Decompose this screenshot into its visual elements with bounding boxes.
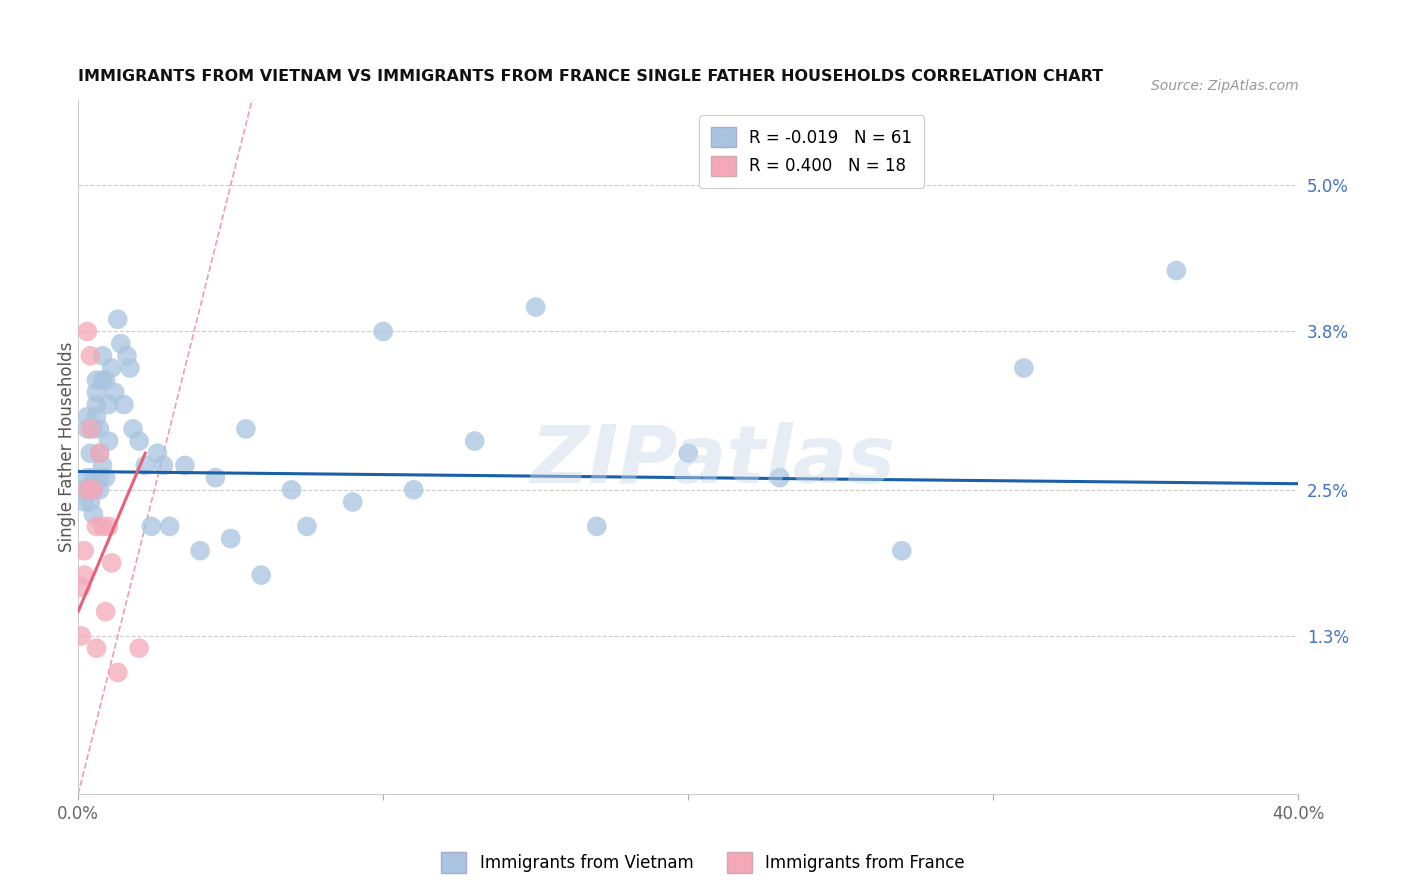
Point: [79, 349, 101, 363]
Point: [110, 336, 132, 351]
Point: [89, 446, 111, 460]
Point: [152, 458, 174, 473]
Point: [188, 543, 211, 558]
Text: ZIPatlas: ZIPatlas: [530, 422, 896, 500]
Point: [250, 568, 273, 582]
Point: [86, 385, 108, 400]
Point: [79, 446, 101, 460]
Point: [86, 409, 108, 424]
Point: [97, 519, 120, 533]
Point: [107, 312, 129, 326]
Point: [173, 458, 195, 473]
Point: [82, 422, 104, 436]
Point: [73, 568, 96, 582]
Point: [890, 543, 912, 558]
Point: [76, 325, 98, 339]
Point: [104, 385, 127, 400]
Point: [86, 373, 108, 387]
Point: [464, 434, 486, 448]
Point: [97, 398, 120, 412]
Point: [100, 556, 122, 570]
Point: [79, 422, 101, 436]
Point: [141, 519, 163, 533]
Point: [82, 483, 104, 497]
Point: [1012, 361, 1035, 376]
Point: [76, 483, 98, 497]
Point: [89, 446, 111, 460]
Point: [342, 495, 364, 509]
Point: [79, 495, 101, 509]
Point: [1166, 263, 1188, 277]
Point: [118, 361, 141, 376]
Point: [76, 409, 98, 424]
Point: [76, 470, 98, 484]
Point: [204, 470, 226, 484]
Point: [73, 495, 96, 509]
Point: [73, 483, 96, 497]
Point: [280, 483, 302, 497]
Point: [585, 519, 607, 533]
Point: [115, 349, 138, 363]
Point: [107, 665, 129, 680]
Point: [373, 325, 395, 339]
Point: [89, 422, 111, 436]
Point: [146, 446, 169, 460]
Point: [86, 519, 108, 533]
Point: [295, 519, 318, 533]
Point: [128, 641, 150, 656]
Point: [89, 483, 111, 497]
Point: [402, 483, 425, 497]
Point: [91, 519, 114, 533]
Point: [97, 434, 120, 448]
Point: [159, 519, 181, 533]
Text: Source: ZipAtlas.com: Source: ZipAtlas.com: [1150, 79, 1298, 93]
Point: [91, 458, 114, 473]
Point: [94, 373, 117, 387]
Point: [94, 605, 117, 619]
Point: [86, 641, 108, 656]
Point: [128, 434, 150, 448]
Point: [94, 470, 117, 484]
Legend: Immigrants from Vietnam, Immigrants from France: Immigrants from Vietnam, Immigrants from…: [434, 846, 972, 880]
Point: [82, 507, 104, 521]
Y-axis label: Single Father Households: Single Father Households: [58, 342, 76, 552]
Legend: R = -0.019   N = 61, R = 0.400   N = 18: R = -0.019 N = 61, R = 0.400 N = 18: [699, 115, 924, 187]
Point: [219, 532, 242, 546]
Point: [100, 361, 122, 376]
Point: [70, 629, 93, 643]
Point: [91, 373, 114, 387]
Point: [86, 398, 108, 412]
Point: [134, 458, 156, 473]
Point: [82, 470, 104, 484]
Point: [82, 483, 104, 497]
Point: [91, 349, 114, 363]
Point: [89, 470, 111, 484]
Point: [524, 300, 547, 314]
Point: [73, 543, 96, 558]
Point: [79, 483, 101, 497]
Point: [235, 422, 257, 436]
Point: [112, 398, 135, 412]
Text: IMMIGRANTS FROM VIETNAM VS IMMIGRANTS FROM FRANCE SINGLE FATHER HOUSEHOLDS CORRE: IMMIGRANTS FROM VIETNAM VS IMMIGRANTS FR…: [79, 69, 1104, 84]
Point: [76, 422, 98, 436]
Point: [769, 470, 792, 484]
Point: [70, 580, 93, 594]
Point: [79, 483, 101, 497]
Point: [122, 422, 145, 436]
Point: [678, 446, 700, 460]
